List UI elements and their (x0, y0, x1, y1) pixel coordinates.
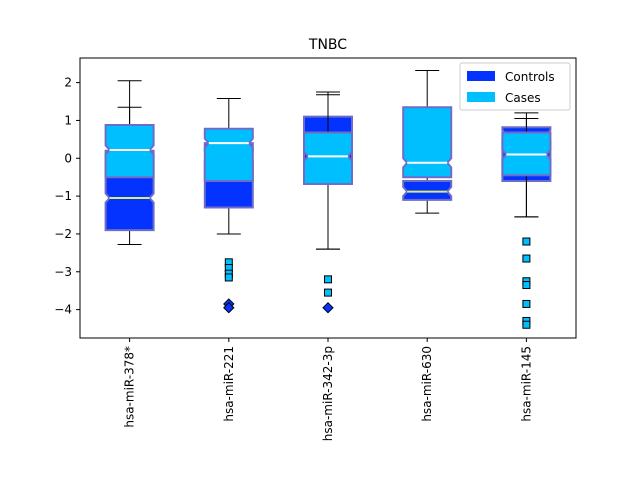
box-cases-2 (303, 94, 353, 297)
y-tick-label: −3 (54, 265, 72, 279)
axes: 2 1 0 −1 −2 −3 −4 hsa-miR-378* hsa-miR-221 hsa-mi… (54, 57, 577, 441)
x-tick-label: hsa-miR-145 (519, 346, 533, 422)
x-tick-label: hsa-miR-630 (420, 346, 434, 422)
legend: Controls Cases (459, 62, 571, 111)
box-body (203, 127, 254, 182)
box-cases-4 (501, 118, 552, 329)
box-cases-0 (104, 106, 155, 179)
chart-title: TNBC (308, 37, 347, 53)
outlier-point (522, 237, 531, 246)
box-body (104, 123, 155, 179)
x-tick-label: hsa-miR-342-3p (321, 346, 335, 441)
box-cases-1 (203, 127, 254, 282)
outlier-point (224, 273, 233, 282)
y-tick-label: −4 (54, 303, 72, 317)
outlier-point (223, 302, 235, 314)
outlier-point (522, 254, 531, 263)
legend-swatch (467, 92, 495, 102)
outlier-point (322, 302, 334, 314)
y-tick-label: 1 (64, 113, 72, 127)
x-tick-label: hsa-miR-221 (222, 346, 236, 422)
y-tick-label: −2 (54, 227, 72, 241)
box-controls-3 (402, 176, 453, 214)
legend-label: Controls (505, 70, 555, 84)
y-tick-label: 2 (64, 76, 72, 90)
outlier-point (522, 320, 531, 329)
box-body (402, 179, 453, 201)
y-tick-label: −1 (54, 189, 72, 203)
box-cases-3 (402, 69, 453, 179)
outlier-point (522, 299, 531, 308)
outlier-point (324, 288, 332, 297)
legend-swatch (467, 71, 495, 81)
box-body (303, 131, 353, 185)
box-body (402, 106, 453, 179)
y-tick-label: 0 (64, 151, 72, 165)
outlier-point (522, 281, 531, 290)
x-tick-label: hsa-miR-378* (123, 346, 137, 428)
outlier-point (324, 275, 332, 284)
legend-label: Cases (505, 91, 541, 105)
plot-area (104, 69, 552, 329)
